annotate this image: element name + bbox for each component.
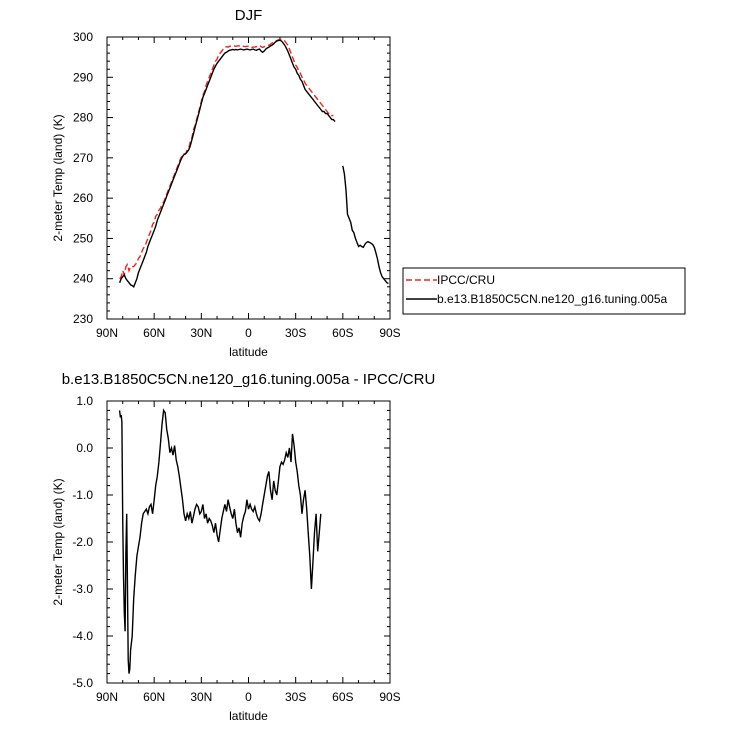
x-tick-label: 30N	[190, 690, 212, 704]
series-line-1	[342, 165, 389, 285]
y-tick-label: 240	[73, 272, 93, 286]
x-tick-label: 60N	[143, 690, 165, 704]
x-tick-label: 30N	[190, 326, 212, 340]
plot-frame	[106, 36, 391, 320]
y-tick-label: -3.0	[72, 582, 93, 596]
series-line-0	[119, 38, 334, 280]
x-tick-label: 30S	[285, 326, 306, 340]
plot-frame	[106, 400, 391, 684]
chart-title: b.e13.B1850C5CN.ne120_g16.tuning.005a - …	[62, 371, 436, 388]
x-tick-label: 90S	[379, 690, 400, 704]
legend: IPCC/CRU b.e13.B1850C5CN.ne120_g16.tuning…	[402, 267, 686, 315]
y-tick-label: -5.0	[72, 676, 93, 690]
x-tick-label: 90N	[96, 690, 118, 704]
y-tick-label: -4.0	[72, 629, 93, 643]
x-axis-label: latitude	[229, 709, 268, 723]
chart-title: DJF	[235, 7, 263, 24]
x-tick-label: 60S	[332, 690, 353, 704]
y-tick-label: 260	[73, 191, 93, 205]
legend-box	[402, 267, 686, 315]
temperature-chart: DJF 90N 60N 30N 0 30S 60S 90S 300 290 280 270 260 250…	[51, 7, 686, 359]
y-tick-label: -1.0	[72, 488, 93, 502]
series-line-1	[118, 39, 336, 288]
y-tick-label: 250	[73, 231, 93, 245]
legend-label: IPCC/CRU	[437, 273, 495, 287]
y-tick-label: 1.0	[76, 394, 93, 408]
y-tick-label: 0.0	[76, 441, 93, 455]
x-tick-label: 60N	[143, 326, 165, 340]
y-tick-label: 280	[73, 111, 93, 125]
x-axis-label: latitude	[229, 345, 268, 359]
y-tick-label: 270	[73, 151, 93, 165]
y-axis-label: 2-meter Temp (land) (K)	[51, 478, 65, 605]
x-tick-label: 90S	[379, 326, 400, 340]
y-tick-label: -2.0	[72, 535, 93, 549]
x-tick-label: 90N	[96, 326, 118, 340]
y-axis-label: 2-meter Temp (land) (K)	[51, 114, 65, 241]
x-tick-label: 30S	[285, 690, 306, 704]
x-tick-label: 0	[245, 690, 252, 704]
x-tick-label: 60S	[332, 326, 353, 340]
difference-chart: b.e13.B1850C5CN.ne120_g16.tuning.005a - …	[51, 371, 435, 723]
series-line-0	[118, 408, 322, 674]
y-tick-label: 290	[73, 70, 93, 84]
x-tick-label: 0	[245, 326, 252, 340]
y-tick-label: 300	[73, 30, 93, 44]
legend-label: b.e13.B1850C5CN.ne120_g16.tuning.005a	[437, 292, 668, 306]
y-tick-label: 230	[73, 312, 93, 326]
